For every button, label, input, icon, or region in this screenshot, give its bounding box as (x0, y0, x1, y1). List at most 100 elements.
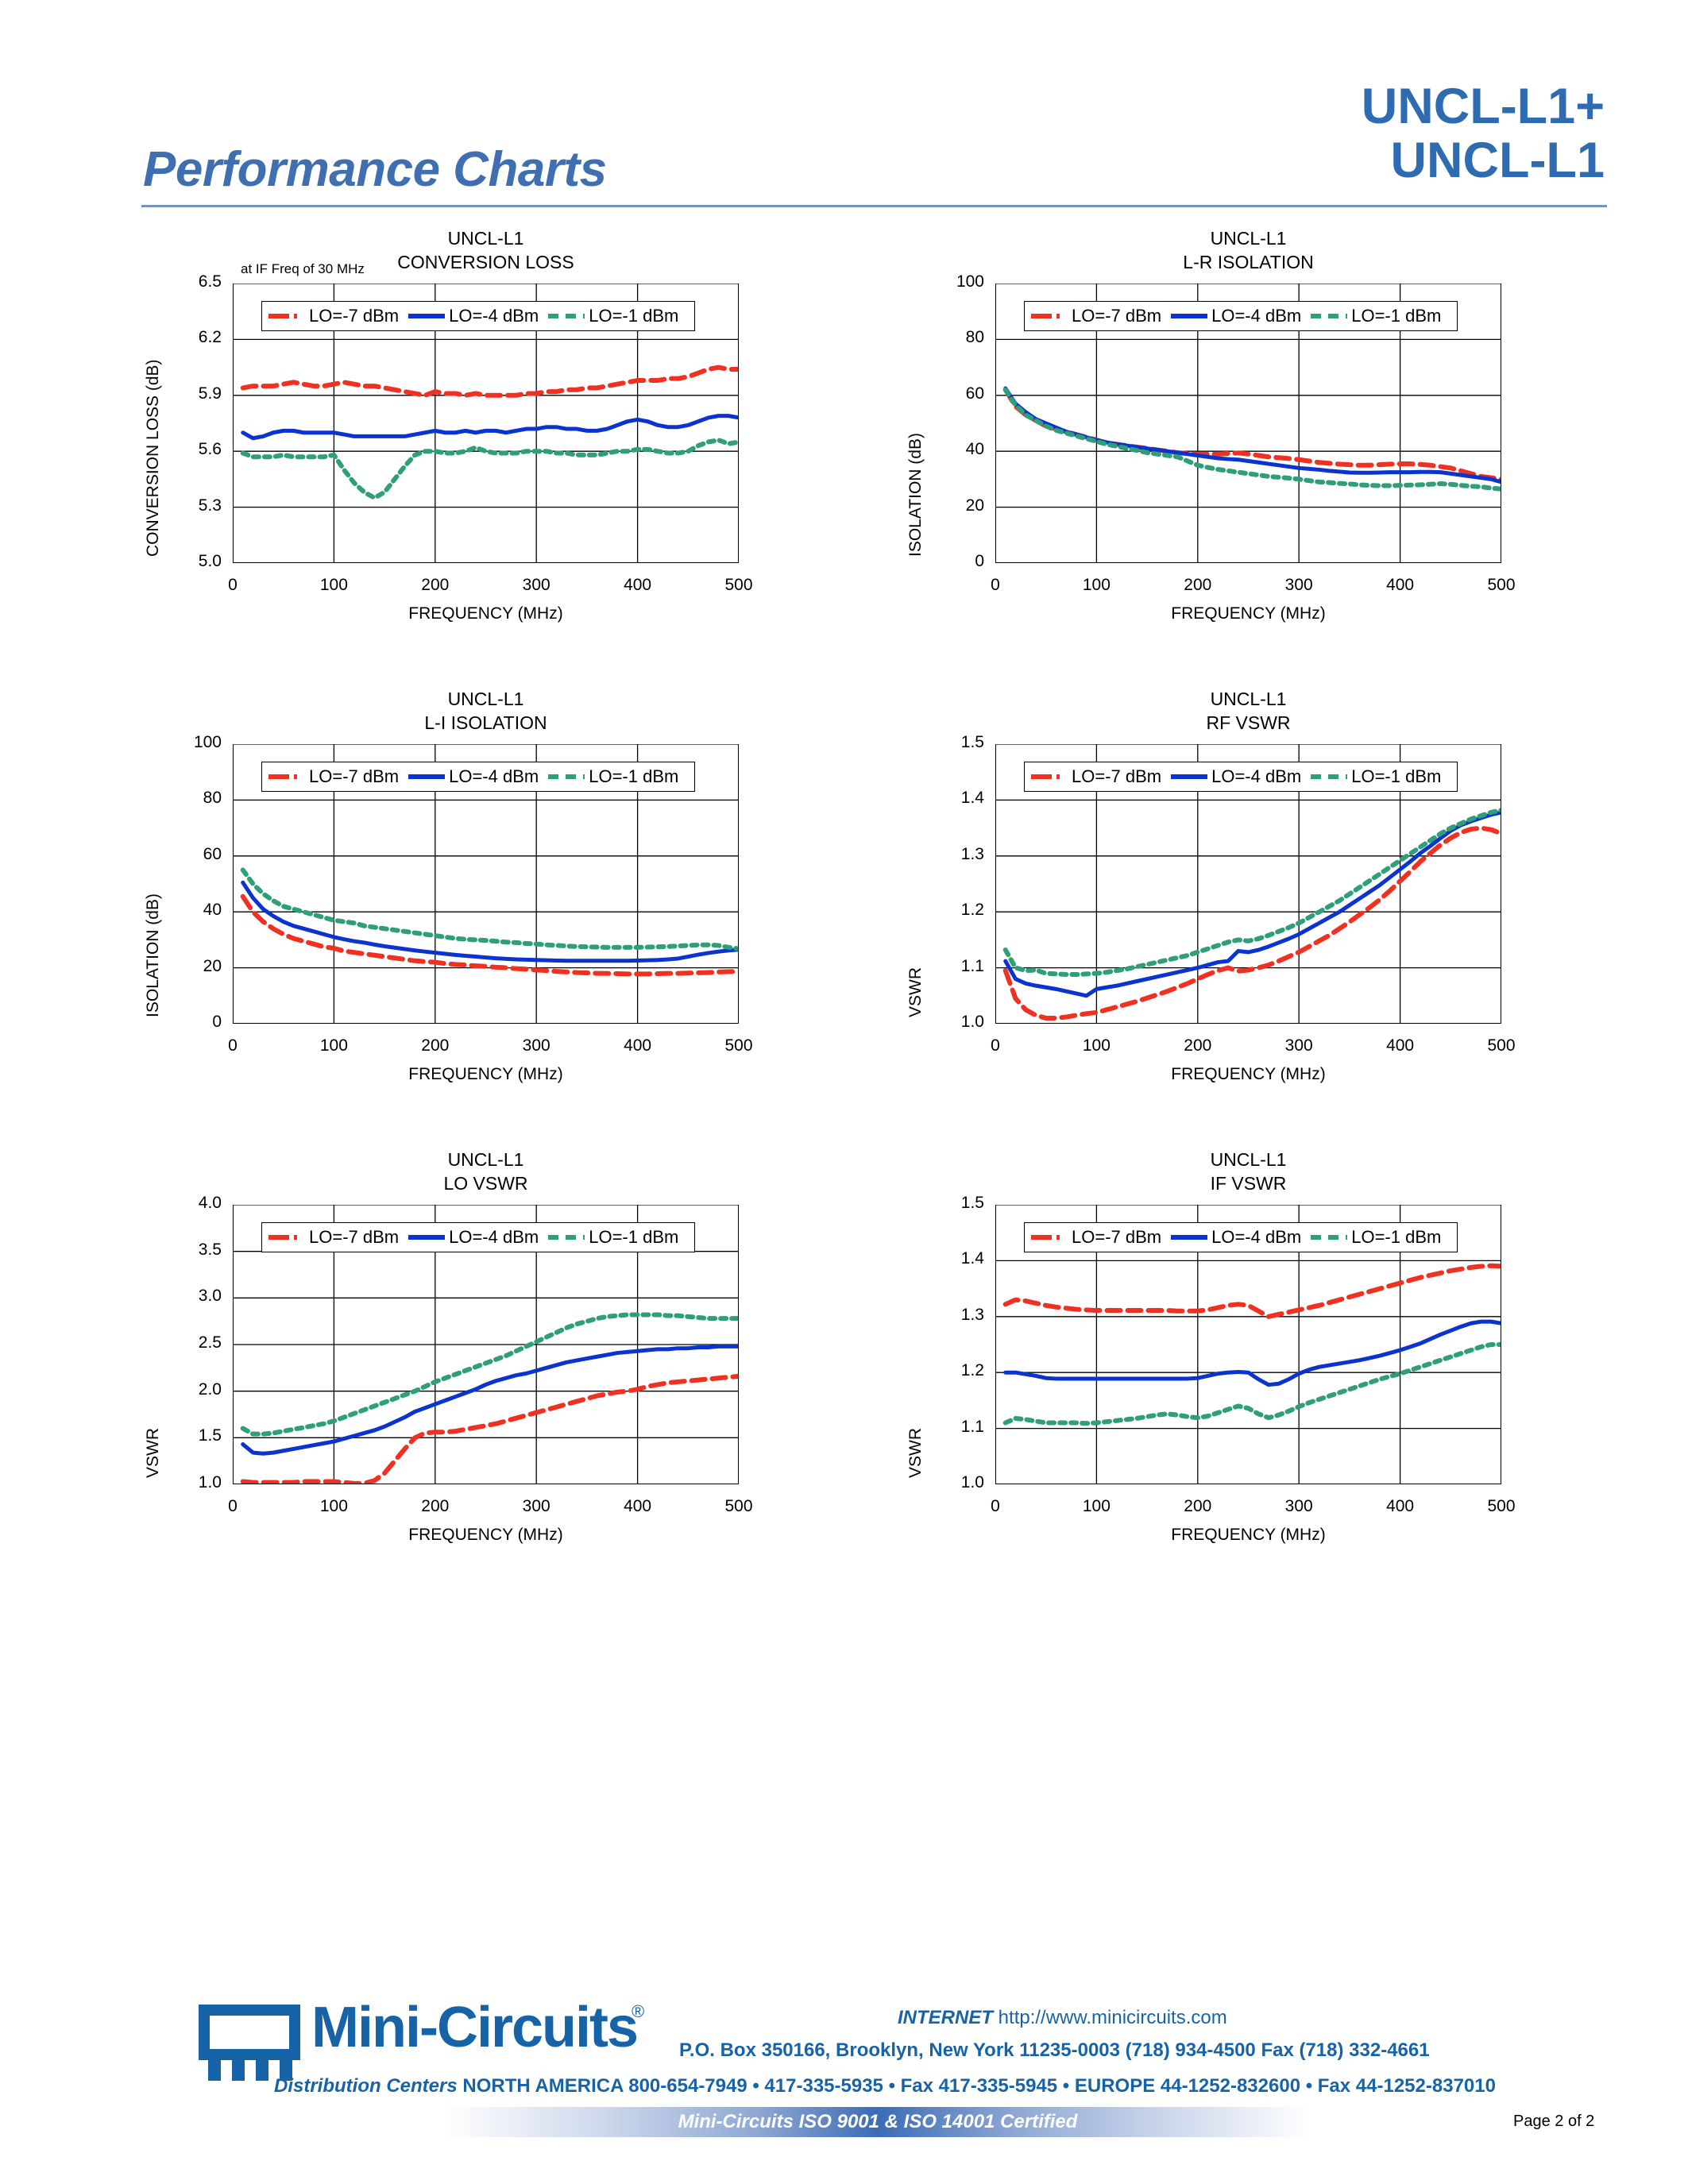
x-tick-label: 100 (319, 1036, 348, 1055)
y-axis-label: ISOLATION (dB) (144, 893, 162, 1017)
y-tick-label: 2.5 (198, 1333, 222, 1352)
y-tick-label: 1.2 (960, 901, 984, 920)
chart-legend: LO=-7 dBm LO=-4 dBm LO=-1 dBm (1024, 301, 1458, 331)
series-line-2 (241, 1344, 739, 1456)
legend-label-2: LO=-4 dBm (449, 1227, 539, 1247)
legend-label-1: LO=-7 dBm (1072, 306, 1162, 326)
legend-swatch-3-icon (1311, 314, 1348, 318)
y-tick-label: 20 (965, 496, 984, 515)
x-tick-label: 200 (421, 1497, 450, 1515)
y-tick-label: 1.5 (960, 733, 984, 751)
legend-item-3: LO=-1 dBm (1311, 306, 1450, 326)
plot-area (995, 284, 1501, 563)
y-axis-label: VSWR (906, 967, 925, 1017)
legend-swatch-1-icon (268, 1235, 305, 1240)
chart-title: UNCL-L1 LO VSWR (443, 1149, 528, 1194)
series-line-3 (240, 1312, 739, 1437)
series-line-1 (1002, 1263, 1501, 1319)
legend-item-3: LO=-1 dBm (1311, 766, 1450, 787)
legend-swatch-2-icon (1171, 774, 1208, 779)
x-axis-label: FREQUENCY (MHz) (1171, 1526, 1326, 1544)
legend-item-1: LO=-7 dBm (268, 1227, 408, 1248)
series-line-2 (241, 414, 739, 441)
distribution-centers-detail: NORTH AMERICA 800-654-7949 • 417-335-593… (462, 2075, 1496, 2097)
series-line-3 (240, 867, 739, 951)
y-tick-label: 3.5 (198, 1240, 222, 1259)
performance-charts-grid: UNCL-L1 CONVERSION LOSS at IF Freq of 30 … (0, 226, 1688, 1576)
x-tick-label: 100 (1082, 1036, 1111, 1055)
y-tick-label: 1.5 (198, 1426, 222, 1445)
x-axis-label: FREQUENCY (MHz) (408, 1526, 563, 1544)
legend-label-1: LO=-7 dBm (309, 766, 400, 786)
y-tick-label: 5.6 (198, 440, 222, 459)
mini-circuits-wordmark: Mini-Circuits (311, 1996, 639, 2059)
plot-area (233, 284, 739, 563)
y-tick-label: 6.5 (198, 272, 222, 291)
y-tick-label: 6.2 (198, 328, 222, 347)
x-tick-label: 400 (624, 576, 652, 594)
header-divider (141, 205, 1607, 207)
page-footer: Mini-Circuits ® INTERNET http://www.mini… (0, 1996, 1688, 2184)
x-tick-label: 500 (1487, 576, 1516, 594)
chart-title: UNCL-L1 IF VSWR (1210, 1149, 1287, 1194)
legend-item-2: LO=-4 dBm (1171, 306, 1311, 326)
address-line: P.O. Box 350166, Brooklyn, New York 1123… (679, 2039, 1430, 2061)
legend-label-3: LO=-1 dBm (589, 306, 679, 326)
x-tick-label: 300 (1284, 576, 1313, 594)
y-tick-label: 5.9 (198, 384, 222, 403)
y-tick-label: 20 (203, 956, 222, 975)
chart-if-vswr: UNCL-L1 IF VSWR 1.0 1.1 1.2 1.3 1.4 1.5 0 100 200… (902, 1148, 1617, 1592)
x-tick-label: 100 (1082, 1497, 1111, 1515)
chart-title: UNCL-L1 L-R ISOLATION (1183, 228, 1314, 273)
legend-label-2: LO=-4 dBm (1211, 766, 1302, 786)
y-tick-label: 40 (203, 901, 222, 920)
x-tick-label: 300 (522, 576, 550, 594)
x-tick-label: 300 (522, 1497, 550, 1515)
legend-item-3: LO=-1 dBm (1311, 1227, 1450, 1248)
internet-label: INTERNET (898, 2007, 993, 2028)
legend-swatch-2-icon (408, 1235, 446, 1240)
registered-trademark-icon: ® (632, 2001, 645, 2021)
distribution-centers-label: Distribution Centers (274, 2075, 458, 2097)
y-tick-label: 60 (203, 844, 222, 863)
legend-item-2: LO=-4 dBm (408, 766, 548, 787)
y-axis-label: CONVERSION LOSS (dB) (144, 359, 162, 557)
model-number-block: UNCL-L1+ UNCL-L1 (1362, 79, 1605, 187)
y-tick-label: 5.0 (198, 552, 222, 570)
legend-swatch-1-icon (1031, 314, 1068, 318)
plot-area (995, 744, 1501, 1024)
x-tick-label: 0 (991, 1497, 1000, 1515)
iso-certification-text: Mini-Circuits ISO 9001 & ISO 14001 Certi… (678, 2111, 1078, 2132)
y-tick-label: 5.3 (198, 496, 222, 515)
legend-label-1: LO=-7 dBm (309, 306, 400, 326)
legend-label-3: LO=-1 dBm (1351, 766, 1442, 786)
y-tick-label: 1.1 (960, 956, 984, 975)
series-line-1 (240, 365, 739, 398)
chart-li-isolation: UNCL-L1 L-I ISOLATION 0 20 40 60 80 100 0 100 200… (139, 687, 854, 1132)
iso-certification-bar: Mini-Circuits ISO 9001 & ISO 14001 Certi… (445, 2107, 1311, 2137)
legend-swatch-3-icon (548, 1235, 585, 1240)
model-number-plus: UNCL-L1+ (1361, 79, 1605, 134)
legend-item-3: LO=-1 dBm (548, 306, 688, 326)
x-tick-label: 0 (228, 576, 238, 594)
y-tick-label: 1.3 (960, 844, 984, 863)
y-axis-label: ISOLATION (dB) (906, 433, 925, 557)
series-line-1 (240, 1373, 739, 1484)
legend-swatch-3-icon (548, 314, 585, 318)
x-axis-label: FREQUENCY (MHz) (408, 1065, 563, 1083)
y-tick-label: 80 (965, 328, 984, 347)
legend-swatch-1-icon (1031, 774, 1068, 779)
legend-label-3: LO=-1 dBm (589, 1227, 679, 1247)
legend-label-2: LO=-4 dBm (1211, 306, 1302, 326)
x-tick-label: 300 (1284, 1036, 1313, 1055)
y-tick-label: 0 (212, 1013, 222, 1031)
legend-item-1: LO=-7 dBm (1031, 306, 1171, 326)
legend-label-3: LO=-1 dBm (1351, 306, 1442, 326)
legend-swatch-2-icon (408, 314, 446, 318)
x-tick-label: 400 (624, 1497, 652, 1515)
internet-url[interactable]: http://www.minicircuits.com (998, 2007, 1227, 2028)
page-title: Performance Charts (143, 142, 607, 197)
x-axis-label: FREQUENCY (MHz) (1171, 1065, 1326, 1083)
legend-label-3: LO=-1 dBm (1351, 1227, 1442, 1247)
y-tick-label: 4.0 (198, 1194, 222, 1212)
